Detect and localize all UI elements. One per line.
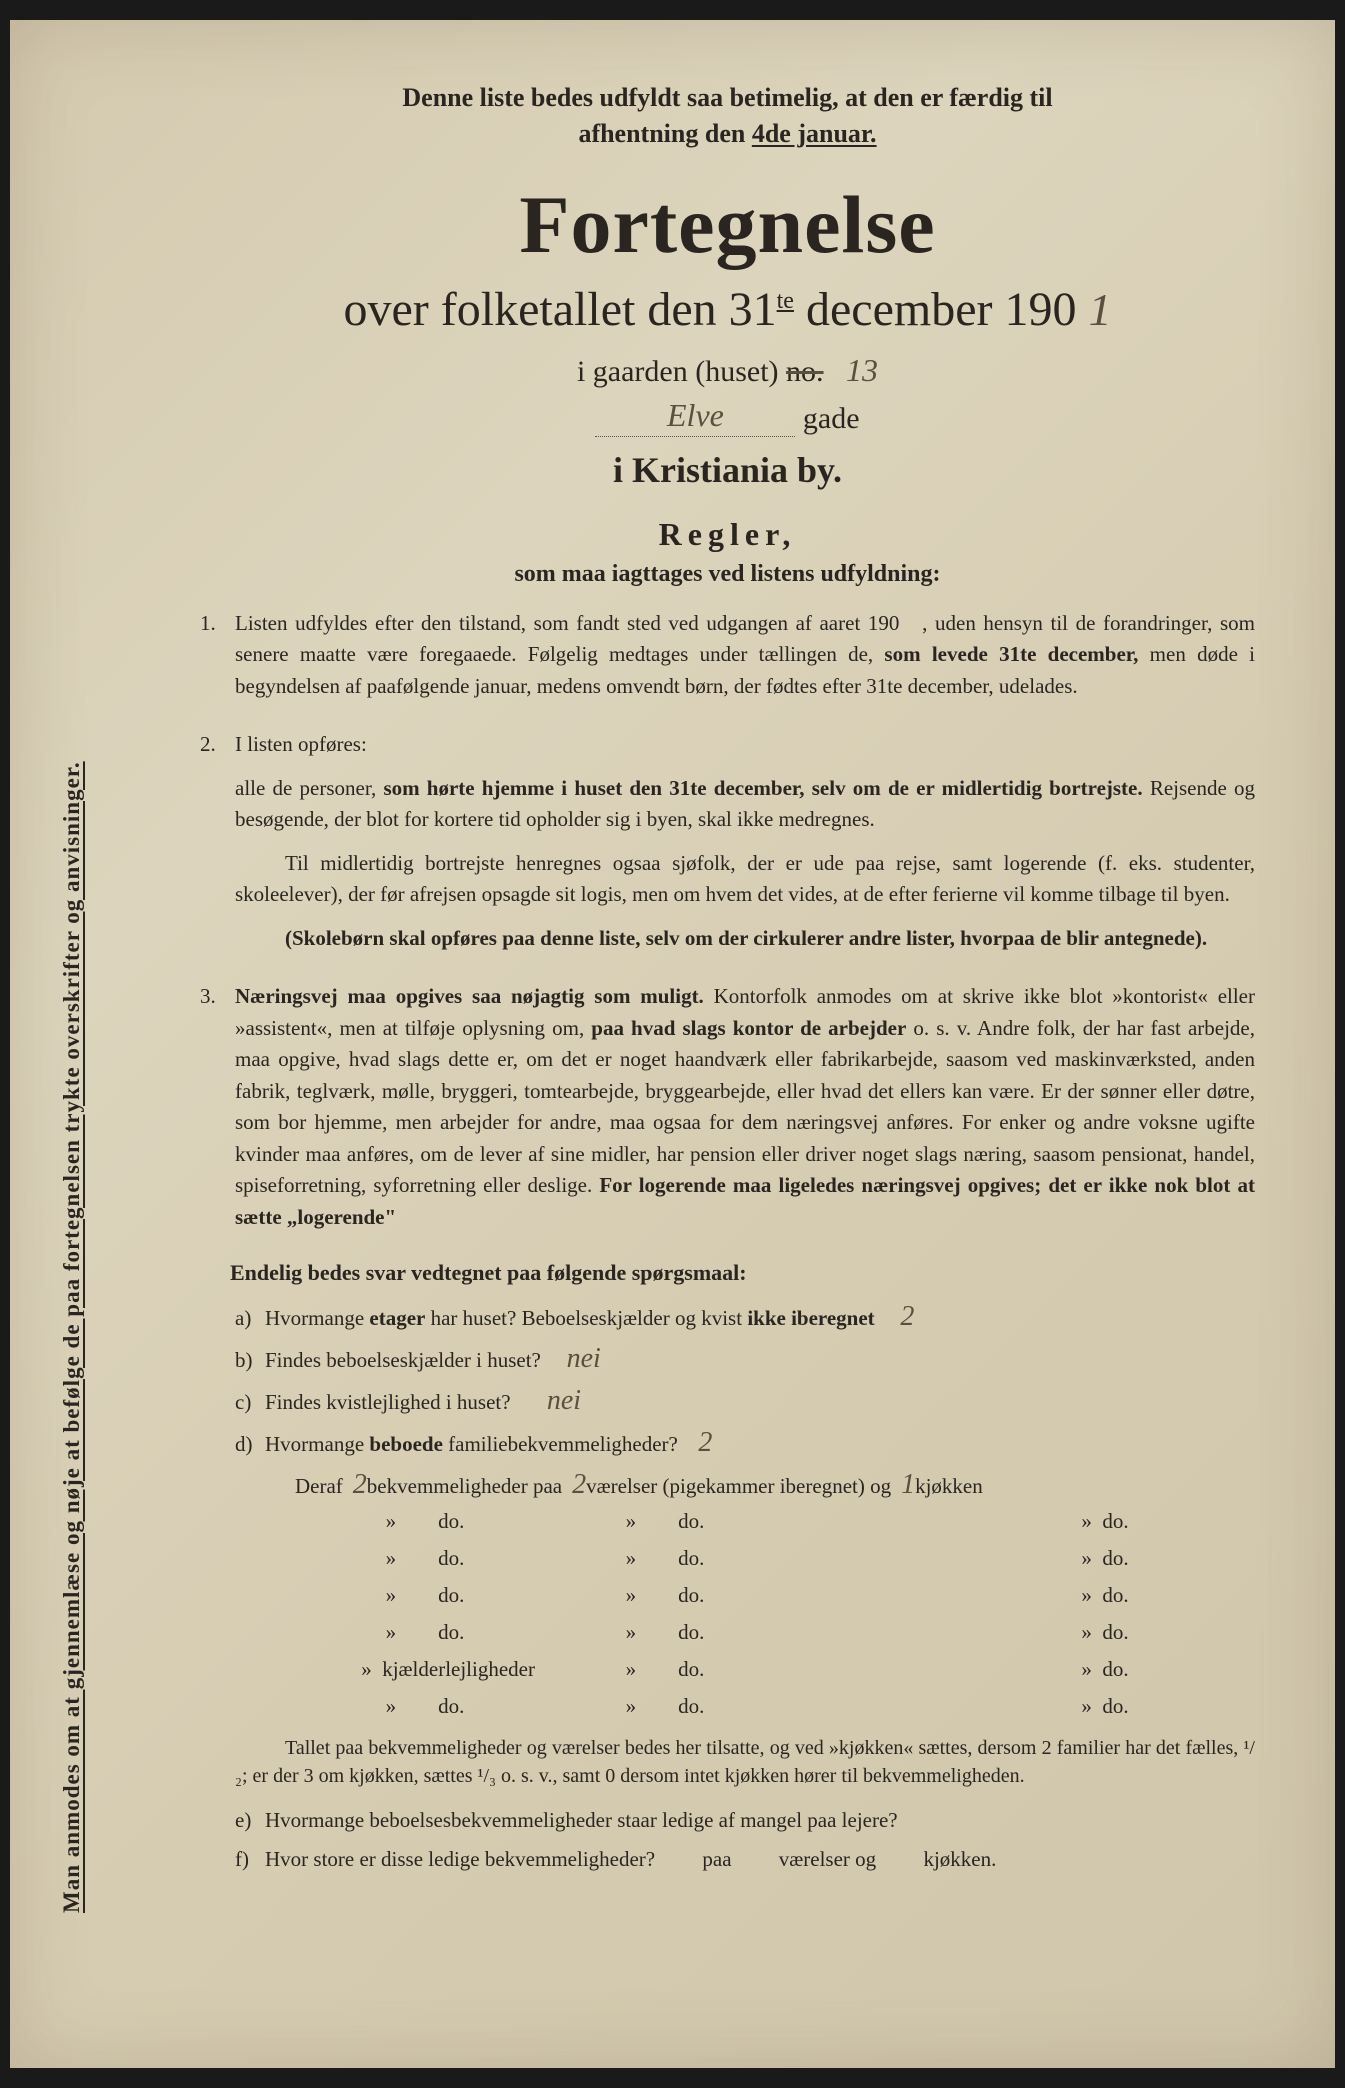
question-d: d) Hvormange beboede familiebekvemmeligh… [235, 1427, 1255, 1459]
do-2-2: do. [678, 1546, 704, 1570]
instruction-line1: Denne liste bedes udfyldt saa betimelig,… [402, 83, 1052, 112]
house-pre: i gaarden (huset) [577, 355, 786, 388]
rule-2-p2: Til midlertidig bortrejste henregnes ogs… [235, 848, 1255, 911]
deraf-ans2: 2 [572, 1469, 586, 1501]
qa-letter: a) [235, 1306, 265, 1331]
rule-2-p3: (Skolebørn skal opføres paa denne liste,… [235, 923, 1255, 955]
do-3-2: do. [678, 1583, 704, 1607]
handwritten-street: Elve [667, 397, 724, 433]
side-instruction: Man anmodes om at gjennemlæse og nøje at… [59, 353, 85, 1913]
do-4-3: do. [1102, 1620, 1128, 1644]
deraf-ans1: 2 [353, 1469, 367, 1501]
house-line: i gaarden (huset) no. 13 [200, 352, 1255, 389]
rule-3-text: Næringsvej maa opgives saa nøjagtig som … [235, 981, 1255, 1233]
side-instruction-text: Man anmodes om at gjennemlæse og nøje at… [59, 761, 84, 1913]
qd-letter: d) [235, 1432, 265, 1457]
rule-1: 1. Listen udfyldes efter den tilstand, s… [200, 608, 1255, 715]
do-6-1: do. [438, 1694, 464, 1718]
deraf-pre: Deraf [295, 1474, 343, 1499]
question-c: c) Findes kvistlejlighed i huset? nei [235, 1385, 1255, 1417]
qa-text: Hvormange etager har huset? Beboelseskjæ… [265, 1301, 1255, 1333]
do-4-2: do. [678, 1620, 704, 1644]
main-title: Fortegnelse [200, 178, 1255, 272]
qc-text: Findes kvistlejlighed i huset? [265, 1390, 511, 1414]
rule-1-text: Listen udfyldes efter den tilstand, som … [235, 608, 1255, 703]
final-questions: e) Hvormange beboelsesbekvemmeligheder s… [235, 1808, 1255, 1872]
questions-block: a) Hvormange etager har huset? Beboelses… [235, 1301, 1255, 1719]
do-2-1: do. [438, 1546, 464, 1570]
deraf-mid1: bekvemmeligheder paa [367, 1474, 562, 1499]
street-line: Elve gade [200, 399, 1255, 437]
do-row-4: » do. » do. » do. [315, 1620, 1255, 1645]
rule-2: 2. I listen opføres: alle de personer, s… [200, 729, 1255, 966]
do-table: » do. » do. » do. » do. » do. » do. » do… [315, 1509, 1255, 1719]
qb-answer: nei [567, 1343, 601, 1374]
rule-2-p1: alle de personer, som hørte hjemme i hus… [235, 773, 1255, 836]
qd-text: Hvormange beboede familiebekvemmelighede… [265, 1427, 1255, 1459]
deraf-row: Deraf 2 bekvemmeligheder paa 2 værelser … [295, 1469, 1255, 1501]
rule-3-num: 3. [200, 981, 235, 1245]
qe-letter: e) [235, 1808, 265, 1833]
do-1-2: do. [678, 1509, 704, 1533]
subtitle: over folketallet den 31te december 190 1 [200, 282, 1255, 337]
do-1-3: do. [1102, 1509, 1128, 1533]
do-5-3: do. [1102, 1657, 1128, 1681]
do-3-3: do. [1102, 1583, 1128, 1607]
footnote: Tallet paa bekvemmeligheder og værelser … [235, 1734, 1255, 1790]
deraf-ans3: 1 [901, 1469, 915, 1501]
rules-heading: Regler, [200, 516, 1255, 553]
qc-letter: c) [235, 1390, 265, 1415]
subtitle-pre: over folketallet den 31 [343, 283, 776, 336]
document-page: Man anmodes om at gjennemlæse og nøje at… [10, 20, 1335, 2068]
do-5-2: do. [678, 1657, 704, 1681]
rule-3: 3. Næringsvej maa opgives saa nøjagtig s… [200, 981, 1255, 1245]
rule-2-intro: I listen opføres: [235, 729, 1255, 761]
question-a: a) Hvormange etager har huset? Beboelses… [235, 1301, 1255, 1333]
do-row-5: » kjælderlejligheder » do. » do. [315, 1657, 1255, 1682]
do-row-3: » do. » do. » do. [315, 1583, 1255, 1608]
house-no-crossed: no. [786, 355, 824, 388]
rules-list: 1. Listen udfyldes efter den tilstand, s… [200, 608, 1255, 1246]
do-1-1: do. [438, 1509, 464, 1533]
qb-text: Findes beboelseskjælder i huset? [265, 1348, 541, 1372]
handwritten-year: 1 [1089, 284, 1112, 335]
qa-answer: 2 [900, 1301, 914, 1332]
do-row-6: » do. » do. » do. [315, 1694, 1255, 1719]
top-instruction: Denne liste bedes udfyldt saa betimelig,… [200, 80, 1255, 153]
qf-letter: f) [235, 1847, 265, 1872]
question-e: e) Hvormange beboelsesbekvemmeligheder s… [235, 1808, 1255, 1833]
do-row-2: » do. » do. » do. [315, 1546, 1255, 1571]
city-line: i Kristiania by. [200, 449, 1255, 491]
do-4-1: do. [438, 1620, 464, 1644]
qc-answer: nei [547, 1385, 581, 1416]
deraf-mid2: værelser (pigekammer iberegnet) og [586, 1474, 891, 1499]
question-b: b) Findes beboelseskjælder i huset? nei [235, 1343, 1255, 1375]
deraf-end: kjøkken [915, 1474, 983, 1499]
instruction-line2-pre: afhentning den [578, 119, 751, 148]
handwritten-house-no: 13 [846, 352, 878, 388]
questions-heading: Endelig bedes svar vedtegnet paa følgend… [230, 1260, 1255, 1286]
do-6-3: do. [1102, 1694, 1128, 1718]
rule-2-num: 2. [200, 729, 235, 966]
qe-text: Hvormange beboelsesbekvemmeligheder staa… [265, 1808, 1255, 1833]
do-2-3: do. [1102, 1546, 1128, 1570]
subtitle-sup: te [777, 288, 794, 314]
rules-subheading: som maa iagttages ved listens udfyldning… [200, 561, 1255, 588]
do-row-1: » do. » do. » do. [315, 1509, 1255, 1534]
do-5-1: kjælderlejligheder [382, 1657, 535, 1681]
instruction-deadline: 4de januar. [752, 119, 877, 148]
do-6-2: do. [678, 1694, 704, 1718]
qb-letter: b) [235, 1348, 265, 1373]
subtitle-post: december 190 [794, 283, 1077, 336]
do-3-1: do. [438, 1583, 464, 1607]
main-content: Denne liste bedes udfyldt saa betimelig,… [200, 80, 1255, 1872]
qf-text: Hvor store er disse ledige bekvemmelighe… [265, 1847, 1255, 1872]
question-f: f) Hvor store er disse ledige bekvemmeli… [235, 1847, 1255, 1872]
qd-answer: 2 [698, 1427, 712, 1458]
rule-1-num: 1. [200, 608, 235, 715]
street-suffix: gade [803, 402, 860, 435]
